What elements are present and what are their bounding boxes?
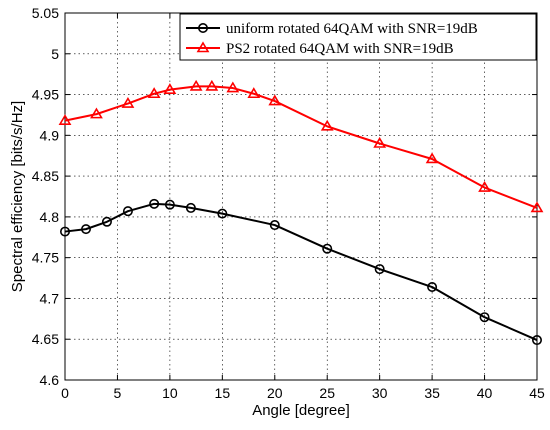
y-tick-label: 4.85 xyxy=(32,168,59,184)
data-point xyxy=(217,208,228,219)
data-point xyxy=(478,180,491,192)
x-tick-label: 5 xyxy=(114,385,122,401)
data-point xyxy=(322,243,333,254)
data-point xyxy=(374,264,385,275)
data-point xyxy=(90,107,103,119)
data-point xyxy=(121,96,135,108)
x-tick-label: 45 xyxy=(529,385,545,401)
y-tick-label: 5 xyxy=(51,46,59,62)
data-point xyxy=(149,198,160,209)
ticks-layer: 0 5 10 15 20 25 30 35 40 45 4.6 4.65 4.7 4.75 4.8 4.85 4… xyxy=(32,5,545,401)
data-point xyxy=(479,312,490,323)
data-point xyxy=(80,224,91,235)
series-line xyxy=(64,85,538,209)
data-point xyxy=(189,79,203,91)
x-axis-label: Angle [degree] xyxy=(252,402,350,419)
data-point xyxy=(101,216,112,227)
y-tick-label: 4.8 xyxy=(40,209,60,225)
data-point xyxy=(268,94,282,106)
legend-label-uniform: uniform rotated 64QAM with SNR=19dB xyxy=(226,21,478,37)
x-tick-label: 10 xyxy=(162,385,178,401)
series-ps2 xyxy=(58,79,544,213)
y-tick-label: 5.05 xyxy=(32,5,59,21)
y-tick-label: 4.6 xyxy=(40,372,60,388)
plot-frame xyxy=(64,12,538,381)
legend-marker-uniform xyxy=(198,22,209,33)
data-point xyxy=(373,136,387,148)
x-tick-label: 35 xyxy=(424,385,440,401)
y-tick-label: 4.7 xyxy=(40,290,60,306)
y-tick-label: 4.95 xyxy=(32,87,59,103)
y-tick-label: 4.65 xyxy=(32,331,59,347)
x-tick-label: 30 xyxy=(372,385,388,401)
legend-box xyxy=(179,13,537,61)
legend-marker-ps2 xyxy=(196,41,210,53)
data-point xyxy=(58,114,72,125)
data-point xyxy=(530,201,544,213)
series-uniform xyxy=(59,198,542,346)
data-point xyxy=(122,206,133,217)
x-tick-label: 15 xyxy=(215,385,231,401)
x-tick-label: 0 xyxy=(61,385,69,401)
legend-entry-uniform: uniform rotated 64QAM with SNR=19dB xyxy=(186,21,478,37)
legend-label-ps2: PS2 rotated 64QAM with SNR=19dB xyxy=(226,41,454,57)
y-tick-label: 4.75 xyxy=(32,250,59,266)
data-point xyxy=(164,199,175,210)
data-point xyxy=(269,220,280,231)
x-tick-label: 20 xyxy=(267,385,283,401)
data-point xyxy=(247,87,261,99)
data-point xyxy=(59,226,70,237)
y-axis-label: Spectral efficiency [bits/s/Hz] xyxy=(9,101,26,292)
data-point xyxy=(163,83,177,94)
data-point xyxy=(425,152,439,164)
x-tick-label: 25 xyxy=(319,385,335,401)
series-layer xyxy=(58,79,544,346)
data-point xyxy=(205,79,219,91)
data-point xyxy=(185,202,196,213)
y-tick-label: 4.9 xyxy=(40,127,60,143)
data-point xyxy=(427,282,438,293)
legend: uniform rotated 64QAM with SNR=19dB PS2 … xyxy=(179,13,537,61)
data-point xyxy=(226,81,240,93)
data-point xyxy=(531,335,542,346)
data-point xyxy=(147,87,161,99)
x-tick-label: 40 xyxy=(477,385,493,401)
legend-entry-ps2: PS2 rotated 64QAM with SNR=19dB xyxy=(186,41,454,57)
data-point xyxy=(320,119,334,131)
